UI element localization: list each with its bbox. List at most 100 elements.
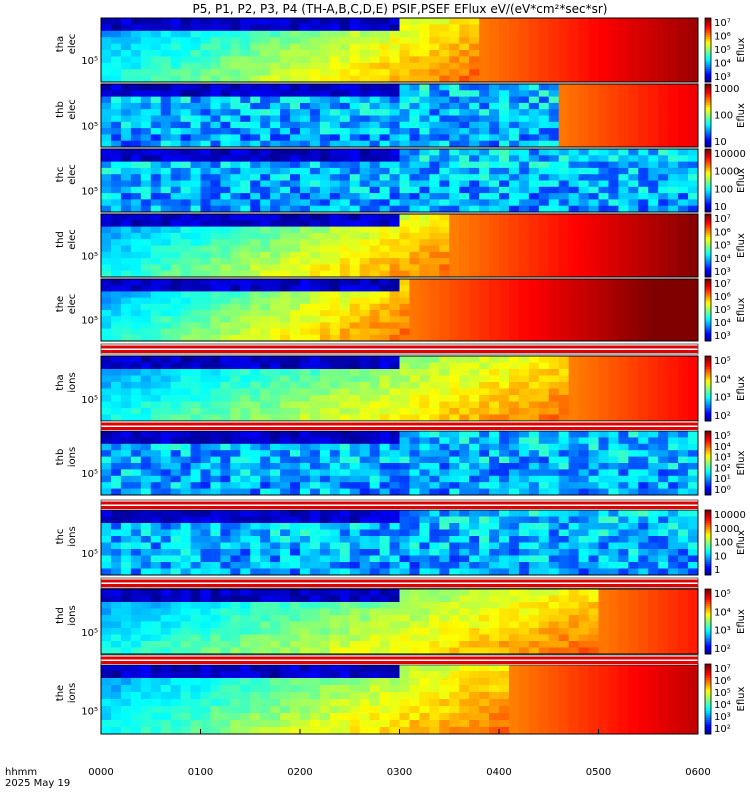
colorbar: 10⁵ 10⁴ 10³ 10² Eflux bbox=[704, 355, 747, 422]
colorbar-tick-label: 10⁵ bbox=[714, 241, 731, 252]
colorbar-tick-label: 10000 bbox=[714, 149, 746, 160]
x-tick-label: 0100 bbox=[188, 767, 213, 778]
species-label: elec bbox=[67, 294, 78, 315]
probe-label: thd bbox=[55, 607, 66, 624]
probe-label: thc bbox=[55, 167, 66, 183]
colorbar-label: Eflux bbox=[736, 609, 747, 634]
colorbar-tick-label: 10⁵ bbox=[714, 589, 731, 600]
panel-frame bbox=[100, 17, 699, 83]
colorbar-tick-label: 10³ bbox=[714, 267, 731, 278]
heatmap-cells bbox=[101, 214, 699, 278]
quality-flag-bar bbox=[100, 654, 699, 666]
x-tick-label: 0400 bbox=[486, 767, 511, 778]
colorbar-tick-label: 10⁶ bbox=[714, 292, 731, 303]
probe-label: thb bbox=[55, 101, 66, 118]
species-label: elec bbox=[67, 34, 78, 55]
colorbar-tick-label: 10⁴ bbox=[714, 374, 731, 385]
colorbar-tick-label: 10¹ bbox=[714, 474, 731, 485]
y-tick-label: 10⁵ bbox=[81, 316, 98, 327]
heatmap-cells bbox=[101, 279, 699, 342]
y-tick-label: 10⁵ bbox=[81, 469, 98, 480]
species-label: ions bbox=[67, 372, 78, 392]
probe-label: thd bbox=[55, 231, 66, 248]
x-tick-label: 0300 bbox=[387, 767, 412, 778]
colorbar-tick-label: 10² bbox=[714, 644, 731, 655]
x-tick-label: 0600 bbox=[685, 767, 710, 778]
colorbar-tick-label: 10³ bbox=[714, 331, 731, 342]
colorbar-tick-label: 100 bbox=[714, 111, 733, 122]
species-label: ions bbox=[67, 605, 78, 625]
colorbar-tick-label: 1000 bbox=[714, 524, 739, 535]
colorbar-tick-label: 10⁴ bbox=[714, 700, 731, 711]
panel-frame bbox=[100, 588, 699, 655]
colorbar-tick-label: 10³ bbox=[714, 453, 731, 464]
heatmap-cells bbox=[101, 356, 699, 422]
y-tick-label: 10⁵ bbox=[81, 628, 98, 639]
y-tick-label: 10⁵ bbox=[81, 549, 98, 560]
colorbar-label: Eflux bbox=[736, 450, 747, 475]
colorbar-tick-label: 10² bbox=[714, 411, 731, 422]
probe-label: tha bbox=[55, 36, 66, 52]
y-tick-label: 10⁵ bbox=[81, 706, 98, 717]
figure-title: P5, P1, P2, P3, P4 (TH-A,B,C,D,E) PSIF,P… bbox=[193, 2, 608, 16]
colorbar-tick-label: 100 bbox=[714, 184, 733, 195]
heatmap-cells bbox=[101, 149, 699, 213]
colorbar-tick-label: 10³ bbox=[714, 72, 731, 83]
panel-frame bbox=[100, 148, 699, 213]
colorbar-tick-label: 10⁵ bbox=[714, 431, 731, 442]
colorbar-tick-label: 1 bbox=[714, 565, 720, 576]
quality-flag-bar bbox=[100, 343, 699, 355]
colorbar-tick-label: 10⁷ bbox=[714, 279, 731, 290]
panel-frame bbox=[100, 83, 699, 148]
colorbar-tick-label: 10³ bbox=[714, 712, 731, 723]
y-tick-label: 10⁵ bbox=[81, 56, 98, 67]
colorbar-label: Eflux bbox=[736, 686, 747, 711]
heatmap-cells bbox=[101, 589, 699, 655]
colorbar-tick-label: 10⁵ bbox=[714, 356, 731, 367]
colorbar-tick-label: 10⁰ bbox=[714, 485, 731, 496]
species-label: elec bbox=[67, 164, 78, 185]
time-axis-label: hhmm bbox=[5, 767, 37, 778]
colorbar-label: Eflux bbox=[736, 376, 747, 401]
colorbar-tick-label: 10⁶ bbox=[714, 227, 731, 238]
heatmap-cells bbox=[101, 664, 699, 735]
quality-flag-bar bbox=[100, 577, 699, 589]
colorbar-tick-label: 10⁴ bbox=[714, 442, 731, 453]
colorbar-tick-label: 10⁵ bbox=[714, 305, 731, 316]
colorbar-tick-label: 10 bbox=[714, 202, 727, 213]
colorbar-tick-label: 10⁴ bbox=[714, 318, 731, 329]
x-tick-label: 0200 bbox=[287, 767, 312, 778]
heatmap-cells bbox=[101, 431, 699, 496]
colorbar-tick-label: 10³ bbox=[714, 393, 731, 404]
colorbar-tick-label: 10⁵ bbox=[714, 45, 731, 56]
colorbar-label: Eflux bbox=[736, 103, 747, 128]
x-tick-label: 0000 bbox=[88, 767, 113, 778]
date-label: 2025 May 19 bbox=[5, 778, 70, 789]
colorbar: 10000 1000 100 10 1 Eflux bbox=[704, 509, 747, 576]
colorbar-label: Eflux bbox=[736, 37, 747, 62]
colorbar-tick-label: 10⁴ bbox=[714, 254, 731, 265]
species-label: ions bbox=[67, 683, 78, 703]
heatmap-cells bbox=[101, 84, 699, 148]
colorbar-tick-label: 10 bbox=[714, 137, 727, 148]
probe-label: the bbox=[55, 296, 66, 312]
colorbar: 1000 100 10 Eflux bbox=[704, 83, 747, 148]
colorbar-tick-label: 10 bbox=[714, 551, 727, 562]
probe-label: thb bbox=[55, 449, 66, 466]
probe-label: thc bbox=[55, 529, 66, 545]
heatmap-cells bbox=[101, 18, 699, 83]
colorbar-tick-label: 100 bbox=[714, 538, 733, 549]
panel-frame bbox=[100, 213, 699, 278]
y-tick-label: 10⁵ bbox=[81, 251, 98, 262]
heatmap-cells bbox=[101, 510, 699, 576]
quality-flag-bar bbox=[100, 420, 699, 432]
colorbar-label: Eflux bbox=[736, 233, 747, 258]
colorbar-tick-label: 10⁷ bbox=[714, 214, 731, 225]
